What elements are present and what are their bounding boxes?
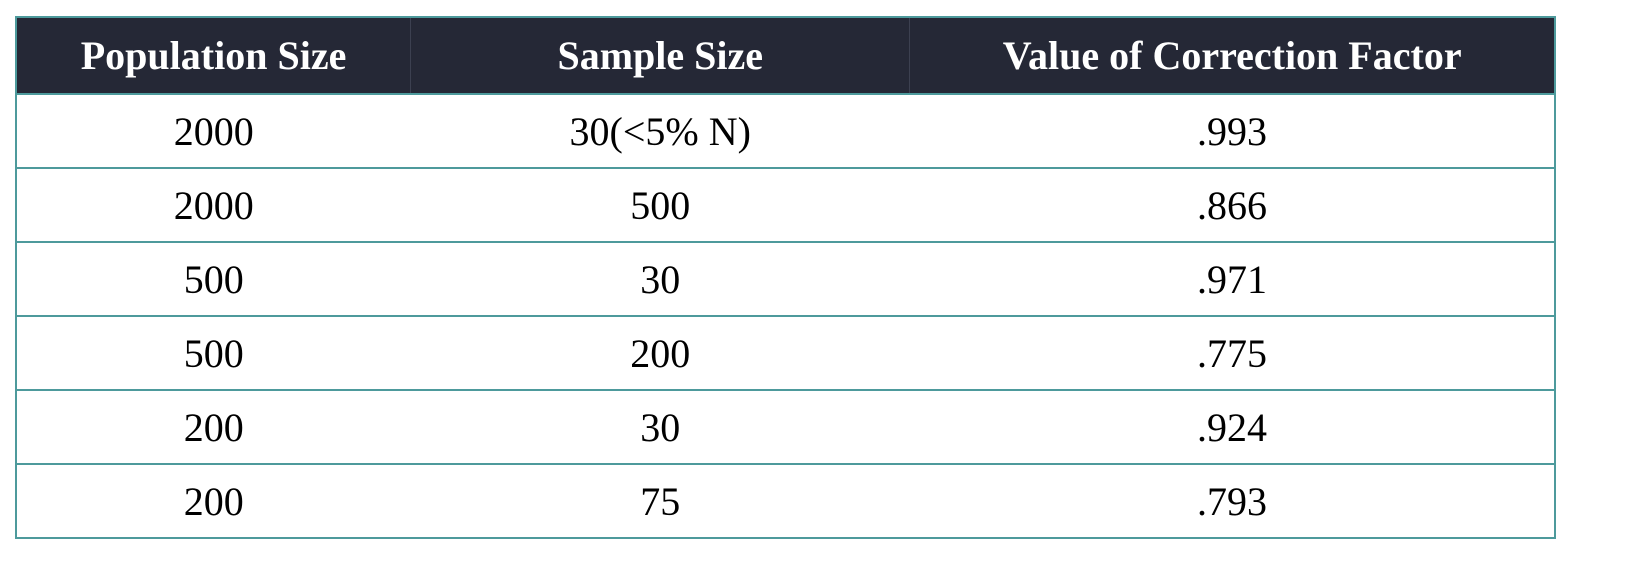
- correction-factor-cell: .793: [909, 463, 1555, 538]
- correction-factor-cell: .775: [909, 315, 1555, 390]
- correction-factor-cell: .993: [909, 93, 1555, 168]
- header-sample-size: Sample Size: [410, 17, 910, 94]
- table-row: 500 30.971: [16, 241, 1555, 316]
- sample-size-cell: 30(<5% N): [410, 93, 910, 168]
- population-size-cell: 200: [16, 463, 411, 538]
- correction-factor-cell: .971: [909, 241, 1555, 316]
- table-row: 500 200.775: [16, 315, 1555, 390]
- table-row: 200 30.924: [16, 389, 1555, 464]
- sample-size-cell: 75: [410, 463, 910, 538]
- sample-size-cell: 500: [410, 167, 910, 242]
- population-size-cell: 500: [16, 241, 411, 316]
- sample-size-cell: 200: [410, 315, 910, 390]
- header-row: Population Size Sample Size Value of Cor…: [16, 17, 1555, 94]
- table-row: 200 75.793: [16, 463, 1555, 538]
- table-row: 2000 500.866: [16, 167, 1555, 242]
- population-size-cell: 2000: [16, 93, 411, 168]
- sample-size-cell: 30: [410, 241, 910, 316]
- header-correction-factor: Value of Correction Factor: [909, 17, 1555, 94]
- population-size-cell: 200: [16, 389, 411, 464]
- population-size-cell: 2000: [16, 167, 411, 242]
- correction-factor-cell: .924: [909, 389, 1555, 464]
- table-row: 2000 30(<5% N) .993: [16, 93, 1555, 168]
- population-size-cell: 500: [16, 315, 411, 390]
- sample-size-cell: 30: [410, 389, 910, 464]
- correction-factor-cell: .866: [909, 167, 1555, 242]
- correction-factor-table: Population Size Sample Size Value of Cor…: [15, 16, 1556, 539]
- header-population-size: Population Size: [16, 17, 411, 94]
